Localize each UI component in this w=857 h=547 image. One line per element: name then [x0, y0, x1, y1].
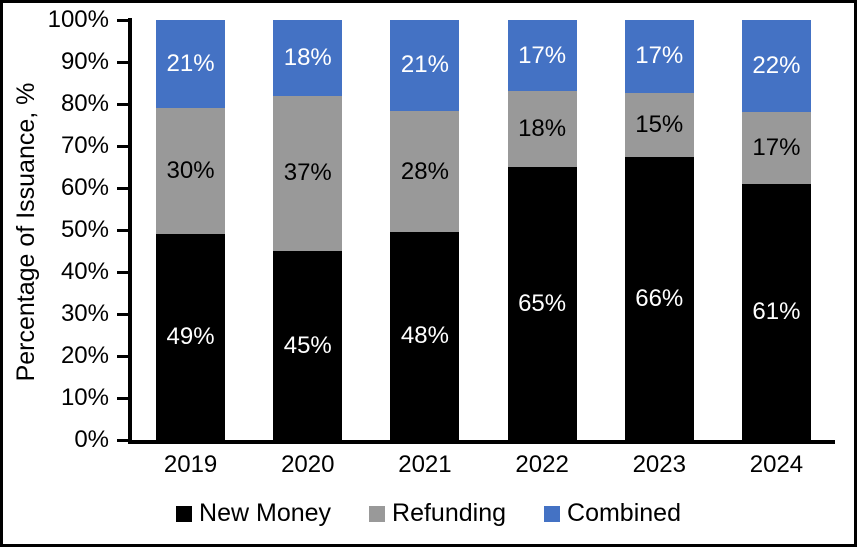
y-tick-mark	[117, 61, 129, 64]
stacked-bar-2022: 17% 18% 65%	[507, 20, 577, 440]
legend-item-new-money: New Money	[176, 499, 331, 528]
bar-segment-new-money-2024: 61%	[741, 183, 811, 440]
bar-column-2024: 22% 17% 61%	[718, 20, 835, 440]
bar-segment-refunding-2020: 37%	[273, 95, 343, 251]
bar-segment-refunding-2022: 18%	[507, 91, 577, 167]
x-axis-label-2019: 2019	[163, 451, 218, 478]
legend-item-refunding: Refunding	[369, 499, 506, 528]
legend-marker-combined	[544, 505, 561, 522]
bar-segment-new-money-2022: 65%	[507, 167, 577, 440]
stacked-bar-2019: 21% 30% 49%	[156, 20, 226, 440]
bar-segment-combined-2022: 17%	[507, 20, 577, 92]
y-tick-label: 90%	[60, 48, 109, 75]
legend-item-combined: Combined	[544, 499, 681, 528]
y-tick-mark	[117, 271, 129, 274]
bar-segment-new-money-2023: 66%	[624, 157, 694, 440]
bar-segment-combined-2019: 21%	[156, 20, 226, 109]
y-tick-label: 80%	[60, 90, 109, 117]
stacked-bar-2020: 18% 37% 45%	[273, 20, 343, 440]
bar-segment-refunding-2019: 30%	[156, 108, 226, 235]
bar-column-2019: 21% 30% 49%	[132, 20, 249, 440]
x-axis-label-2024: 2024	[749, 451, 804, 478]
bar-segment-combined-2020: 18%	[273, 20, 343, 96]
y-axis-line	[128, 18, 132, 444]
x-axis-label-2022: 2022	[515, 451, 569, 478]
y-tick-label: 60%	[60, 174, 109, 201]
stacked-bar-2023: 17% 15% 66%	[624, 20, 694, 440]
y-tick-mark	[117, 187, 129, 190]
x-axis-labels: 2019 2020 2021 2022 2023 2024	[132, 452, 835, 478]
y-tick-label: 70%	[60, 132, 109, 159]
x-axis-line	[128, 440, 835, 444]
y-tick-label: 0%	[74, 426, 109, 453]
bar-segment-new-money-2020: 45%	[273, 251, 343, 440]
bar-segment-combined-2023: 17%	[624, 20, 694, 93]
y-tick-mark	[117, 313, 129, 316]
bar-segment-new-money-2019: 49%	[156, 234, 226, 440]
stacked-bar-2021: 21% 28% 48%	[390, 20, 460, 440]
legend-label-new-money: New Money	[199, 499, 332, 527]
x-axis-label-2020: 2020	[281, 451, 335, 478]
bar-segment-combined-2021: 21%	[390, 20, 460, 111]
legend-marker-new-money	[176, 505, 193, 522]
bar-segment-combined-2024: 22%	[741, 20, 811, 113]
x-axis-label-2023: 2023	[632, 451, 686, 478]
bar-column-2023: 17% 15% 66%	[601, 20, 718, 440]
plot-area: 21% 30% 49% 18% 37% 45% 21% 28% 48% 17% 18% 65% 17% 1…	[132, 20, 835, 440]
y-tick-label: 30%	[60, 300, 109, 327]
y-tick-label: 100%	[47, 6, 109, 33]
y-tick-label: 10%	[60, 384, 109, 411]
legend: New Money Refunding Combined	[3, 499, 854, 528]
legend-label-combined: Combined	[567, 499, 681, 527]
y-tick-mark	[117, 397, 129, 400]
legend-marker-refunding	[369, 505, 386, 522]
y-tick-mark	[117, 103, 129, 106]
y-tick-label: 40%	[60, 258, 109, 285]
bar-segment-refunding-2023: 15%	[624, 92, 694, 158]
legend-label-refunding: Refunding	[392, 499, 507, 527]
y-tick-label: 20%	[60, 342, 109, 369]
y-tick-mark	[117, 355, 129, 358]
y-tick-mark	[117, 229, 129, 232]
x-axis-label-2021: 2021	[398, 451, 452, 478]
y-tick-mark	[117, 439, 129, 442]
y-tick-mark	[117, 19, 129, 22]
bar-column-2020: 18% 37% 45%	[249, 20, 366, 440]
bar-segment-refunding-2024: 17%	[741, 112, 811, 184]
bar-segment-new-money-2021: 48%	[390, 232, 460, 440]
y-tick-mark	[117, 145, 129, 148]
stacked-bar-2024: 22% 17% 61%	[741, 20, 811, 440]
bar-column-2022: 17% 18% 65%	[484, 20, 601, 440]
y-tick-label: 50%	[60, 216, 109, 243]
bar-column-2021: 21% 28% 48%	[366, 20, 483, 440]
bar-segment-refunding-2021: 28%	[390, 110, 460, 233]
